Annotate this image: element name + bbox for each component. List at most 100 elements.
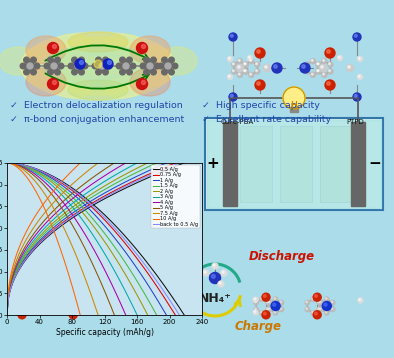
Circle shape xyxy=(260,311,264,315)
Circle shape xyxy=(238,72,243,77)
10 A/g xyxy=(19,242,23,246)
Line: 5 A/g: 5 A/g xyxy=(7,163,114,315)
Circle shape xyxy=(96,57,101,63)
Circle shape xyxy=(16,311,20,315)
10 A/g xyxy=(9,270,14,274)
Circle shape xyxy=(219,282,221,284)
Circle shape xyxy=(255,69,260,74)
Circle shape xyxy=(306,308,307,310)
4 A/g xyxy=(12,270,17,274)
Circle shape xyxy=(26,62,35,71)
1.5 A/g xyxy=(45,229,49,233)
4 A/g xyxy=(36,229,41,233)
Circle shape xyxy=(19,312,22,315)
Circle shape xyxy=(35,300,40,305)
Circle shape xyxy=(229,76,230,77)
5 A/g xyxy=(33,229,38,233)
Circle shape xyxy=(243,62,249,67)
3 A/g xyxy=(5,313,9,317)
Circle shape xyxy=(24,308,26,310)
Circle shape xyxy=(338,56,340,58)
Circle shape xyxy=(247,55,253,61)
Circle shape xyxy=(24,69,29,75)
Circle shape xyxy=(121,62,130,71)
Circle shape xyxy=(24,307,28,311)
0.5 A/g xyxy=(38,242,43,246)
Bar xyxy=(205,118,383,210)
Line: 7.5 A/g: 7.5 A/g xyxy=(7,163,98,315)
1.5 A/g xyxy=(33,242,37,246)
Circle shape xyxy=(68,298,69,299)
Circle shape xyxy=(238,73,240,75)
1 A/g xyxy=(11,277,16,281)
Circle shape xyxy=(311,311,316,315)
Circle shape xyxy=(55,57,60,63)
Circle shape xyxy=(67,297,71,301)
back to 0.5 A/g xyxy=(12,277,17,281)
Circle shape xyxy=(151,69,156,75)
1 A/g xyxy=(164,161,169,165)
10 A/g xyxy=(78,161,83,165)
Circle shape xyxy=(305,63,307,65)
Circle shape xyxy=(10,311,12,313)
7.5 A/g xyxy=(5,313,9,317)
Circle shape xyxy=(62,301,63,303)
Circle shape xyxy=(322,72,327,77)
Circle shape xyxy=(248,56,250,58)
Circle shape xyxy=(127,69,132,75)
Circle shape xyxy=(358,298,363,303)
Circle shape xyxy=(229,33,237,41)
Circle shape xyxy=(204,271,206,273)
Ellipse shape xyxy=(54,34,92,54)
Bar xyxy=(207,120,381,208)
Circle shape xyxy=(36,308,37,310)
Circle shape xyxy=(320,64,327,72)
back to 0.5 A/g xyxy=(162,167,167,171)
Circle shape xyxy=(74,62,82,71)
Circle shape xyxy=(316,69,321,74)
3 A/g xyxy=(29,242,33,246)
Line: back to 0.5 A/g: back to 0.5 A/g xyxy=(7,163,179,315)
Circle shape xyxy=(243,69,248,74)
Circle shape xyxy=(305,62,310,67)
Ellipse shape xyxy=(0,47,37,75)
Circle shape xyxy=(253,297,258,302)
Circle shape xyxy=(310,72,316,77)
Circle shape xyxy=(154,63,160,69)
5 A/g xyxy=(107,164,112,169)
Line: 1.5 A/g: 1.5 A/g xyxy=(7,163,156,315)
4 A/g xyxy=(123,161,128,165)
Ellipse shape xyxy=(68,80,128,100)
Circle shape xyxy=(44,63,50,69)
Text: CuFe-PBA: CuFe-PBA xyxy=(220,119,254,125)
Text: Charge: Charge xyxy=(235,320,282,333)
Ellipse shape xyxy=(26,68,66,96)
Ellipse shape xyxy=(53,37,143,75)
Circle shape xyxy=(316,62,321,67)
Circle shape xyxy=(69,293,77,301)
Circle shape xyxy=(323,73,325,75)
Circle shape xyxy=(243,69,249,74)
Circle shape xyxy=(331,300,335,305)
Circle shape xyxy=(11,308,12,310)
0.75 A/g xyxy=(36,242,41,246)
Circle shape xyxy=(230,34,233,37)
Circle shape xyxy=(313,293,321,301)
Circle shape xyxy=(81,297,85,301)
Circle shape xyxy=(120,69,125,75)
7.5 A/g xyxy=(8,277,13,281)
Circle shape xyxy=(213,264,215,266)
Circle shape xyxy=(71,312,73,315)
Circle shape xyxy=(312,311,313,313)
4 A/g xyxy=(27,242,32,246)
Circle shape xyxy=(266,301,268,303)
Circle shape xyxy=(325,80,335,90)
Circle shape xyxy=(87,308,89,310)
Circle shape xyxy=(158,63,164,69)
Circle shape xyxy=(329,63,331,65)
Circle shape xyxy=(22,308,24,310)
Circle shape xyxy=(30,298,32,299)
Circle shape xyxy=(313,311,321,319)
Circle shape xyxy=(359,57,360,59)
Circle shape xyxy=(144,57,149,63)
